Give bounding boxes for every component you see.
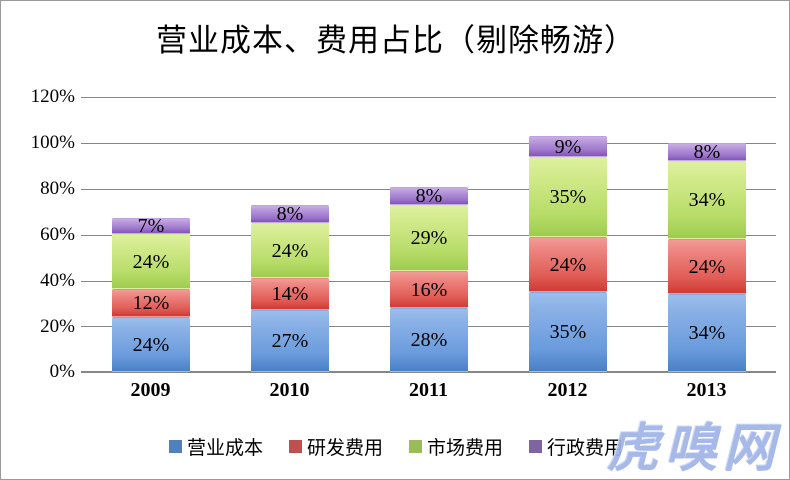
bar-segment[interactable]: 24% bbox=[251, 223, 329, 278]
bar-value-label: 12% bbox=[132, 292, 170, 314]
bar-value-label: 27% bbox=[271, 330, 309, 352]
gridline bbox=[81, 97, 776, 98]
bar-value-label: 16% bbox=[410, 278, 448, 301]
bar-segment[interactable]: 8% bbox=[390, 187, 468, 205]
bar-value-label: 8% bbox=[276, 205, 304, 223]
x-tick-label: 2010 bbox=[269, 379, 310, 401]
bar-segment[interactable]: 34% bbox=[668, 294, 746, 372]
bar-group[interactable]: 24% 12% 24% 7% bbox=[112, 218, 190, 372]
bar-group[interactable]: 27% 14% 24% 8% bbox=[251, 205, 329, 372]
bar-value-label: 24% bbox=[688, 255, 726, 278]
y-tick-label: 80% bbox=[40, 178, 75, 199]
y-tick-label: 120% bbox=[30, 86, 75, 107]
legend-label: 研发费用 bbox=[306, 437, 383, 459]
bar-group[interactable]: 28% 16% 29% 8% bbox=[390, 186, 468, 372]
bar-value-label: 29% bbox=[410, 227, 448, 249]
bar-segment[interactable]: 14% bbox=[251, 278, 329, 310]
bar-segment[interactable]: 35% bbox=[529, 157, 607, 237]
legend-label: 市场费用 bbox=[427, 437, 504, 459]
bar-value-label: 8% bbox=[415, 187, 443, 205]
bar-segment[interactable]: 9% bbox=[529, 136, 607, 157]
x-tick-label: 2013 bbox=[686, 379, 727, 401]
legend-label: 行政费用 bbox=[547, 437, 624, 459]
bar-value-label: 14% bbox=[271, 283, 309, 305]
bar-segment[interactable]: 7% bbox=[112, 218, 190, 234]
legend-label: 营业成本 bbox=[186, 437, 263, 459]
y-tick-label: 20% bbox=[40, 316, 75, 337]
bar-value-label: 24% bbox=[549, 253, 587, 276]
bar-value-label: 34% bbox=[688, 189, 726, 211]
watermark: 虎嗅网 bbox=[606, 418, 781, 479]
legend-item[interactable]: 研发费用 bbox=[288, 433, 383, 460]
bar-value-label: 24% bbox=[132, 250, 170, 273]
bar-value-label: 8% bbox=[693, 143, 721, 161]
legend-item[interactable]: 营业成本 bbox=[168, 433, 263, 460]
legend-item[interactable]: 行政费用 bbox=[529, 433, 623, 460]
bar-value-label: 35% bbox=[549, 321, 587, 343]
bar-value-label: 24% bbox=[271, 239, 309, 262]
x-tick-label: 2009 bbox=[130, 379, 171, 401]
bar-value-label: 28% bbox=[410, 329, 448, 351]
chart-legend: 营业成本 研发费用 市场费用 行政费用 bbox=[1, 433, 789, 460]
bar-value-label: 7% bbox=[137, 218, 165, 234]
legend-item[interactable]: 市场费用 bbox=[409, 433, 503, 460]
x-tick-label: 2011 bbox=[409, 379, 448, 401]
plot-area: 24% 12% 24% 7% 27% 14% 24% 8% 28% 16% 29% 8% 35% 24% 3… bbox=[81, 97, 776, 373]
y-tick-label: 40% bbox=[40, 270, 75, 291]
chart-title: 营业成本、费用占比（剔除畅游） bbox=[156, 23, 636, 59]
legend-swatch-icon bbox=[529, 440, 543, 453]
bar-value-label: 9% bbox=[554, 136, 582, 157]
y-tick-label: 60% bbox=[40, 224, 75, 245]
legend-swatch-icon bbox=[168, 440, 182, 453]
x-axis-line bbox=[81, 371, 776, 373]
gridline bbox=[81, 143, 776, 144]
bar-value-label: 35% bbox=[549, 186, 587, 208]
bar-group[interactable]: 34% 24% 34% 8% bbox=[668, 143, 746, 372]
bars-layer: 24% 12% 24% 7% 27% 14% 24% 8% 28% 16% 29% 8% 35% 24% 3… bbox=[81, 97, 776, 372]
y-tick-label: 100% bbox=[30, 132, 75, 153]
bar-segment[interactable]: 29% bbox=[390, 205, 468, 271]
bar-segment[interactable]: 24% bbox=[112, 234, 190, 289]
bar-segment[interactable]: 8% bbox=[668, 143, 746, 161]
bar-segment[interactable]: 34% bbox=[668, 161, 746, 239]
bar-segment[interactable]: 35% bbox=[529, 292, 607, 372]
bar-value-label: 34% bbox=[688, 322, 726, 344]
legend-swatch-icon bbox=[288, 440, 302, 453]
bar-value-label: 24% bbox=[132, 333, 170, 356]
bar-segment[interactable]: 28% bbox=[390, 308, 468, 372]
y-tick-label: 0% bbox=[49, 361, 75, 382]
legend-swatch-icon bbox=[409, 440, 422, 453]
bar-group[interactable]: 35% 24% 35% 9% bbox=[529, 136, 607, 372]
x-tick-label: 2012 bbox=[547, 379, 588, 401]
bar-segment[interactable]: 27% bbox=[251, 310, 329, 372]
bar-segment[interactable]: 24% bbox=[529, 237, 607, 292]
bar-segment[interactable]: 16% bbox=[390, 271, 468, 308]
bar-segment[interactable]: 8% bbox=[251, 205, 329, 223]
bar-segment[interactable]: 24% bbox=[112, 317, 190, 372]
bar-segment[interactable]: 24% bbox=[668, 239, 746, 294]
bar-segment[interactable]: 12% bbox=[112, 289, 190, 317]
